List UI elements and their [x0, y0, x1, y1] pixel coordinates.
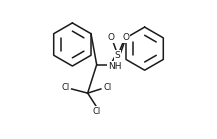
- Text: O: O: [122, 33, 129, 42]
- Text: Cl: Cl: [104, 83, 112, 92]
- Text: S: S: [115, 51, 120, 60]
- Text: NH: NH: [108, 62, 121, 70]
- Text: O: O: [107, 33, 114, 42]
- Text: Cl: Cl: [61, 83, 69, 92]
- Text: Cl: Cl: [93, 107, 101, 116]
